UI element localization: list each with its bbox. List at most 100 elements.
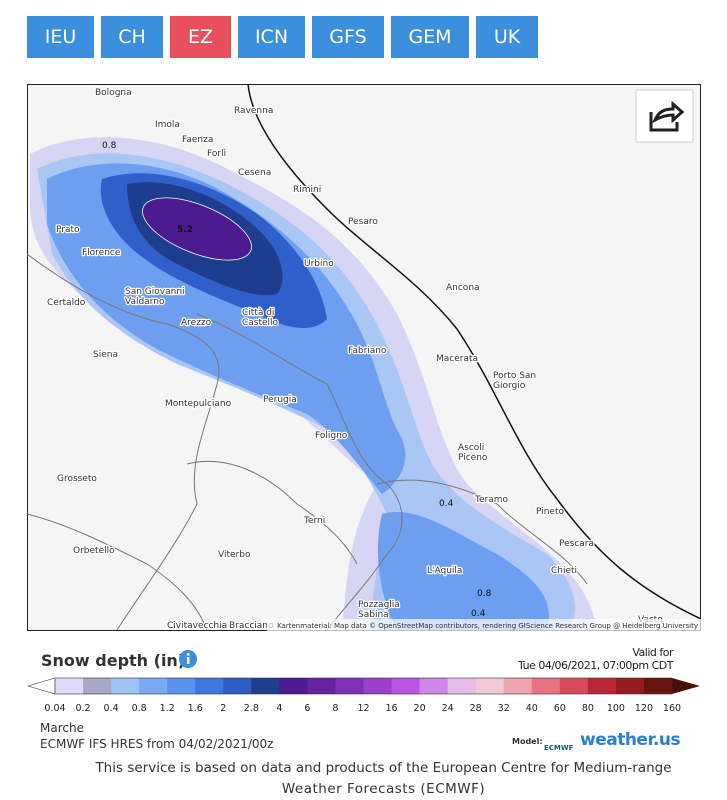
- contour-labels: 0.8 5.2 0.4 0.8 0.4: [102, 141, 492, 619]
- model-tab[interactable]: EZ: [170, 16, 231, 58]
- colorbar-tick-label: 1.2: [160, 703, 175, 714]
- model-tab[interactable]: ICN: [238, 16, 305, 58]
- city-label: Civitavecchia: [167, 621, 227, 631]
- colorbar-tick-label: 40: [526, 703, 538, 714]
- colorbar-segment: [55, 678, 84, 694]
- model-label: Model:: [512, 737, 543, 746]
- model-tab[interactable]: IEU: [27, 16, 94, 58]
- colorbar-segment: [391, 678, 421, 694]
- colorbar-tick-label: 20: [414, 703, 426, 714]
- ecmwf-logo: ECMWF: [544, 744, 574, 752]
- city-label: Certaldo: [47, 298, 86, 308]
- colorbar-tick-label: 28: [470, 703, 482, 714]
- city-label: Pineto: [536, 507, 565, 517]
- colorbar-tick-label: 100: [607, 703, 625, 714]
- city-label: Chieti: [551, 566, 577, 576]
- city-label: Viterbo: [218, 550, 251, 560]
- colorbar-tick-label: 0.8: [132, 703, 147, 714]
- valid-time: Tue 04/06/2021, 07:00pm CDT: [518, 659, 673, 672]
- footer-line: Weather Forecasts (ECMWF): [281, 781, 486, 797]
- contour-label: 0.4: [471, 609, 486, 619]
- attribution: Kartenmaterial: Map data © OpenStreetMap…: [277, 622, 698, 630]
- city-label: Castello: [242, 318, 279, 328]
- colorbar-tick-label: 12: [357, 703, 369, 714]
- colorbar-segment: [83, 678, 112, 694]
- city-label: Imola: [155, 120, 180, 130]
- colorbar-tick-label: 8: [332, 703, 338, 714]
- city-label: Siena: [93, 350, 118, 360]
- colorbar-segment: [643, 678, 673, 694]
- colorbar-tick-label: 32: [498, 703, 510, 714]
- city-label: Grosseto: [57, 474, 97, 484]
- colorbar-tick-label: 1.6: [188, 703, 203, 714]
- colorbar-segment: [223, 678, 252, 694]
- colorbar-segment: [363, 678, 393, 694]
- city-label: L'Aquila: [427, 566, 462, 576]
- city-label: Piceno: [458, 453, 488, 463]
- colorbar-segment: [447, 678, 477, 694]
- footer-line: This service is based on data and produc…: [95, 760, 672, 776]
- colorbar-tick-label: 120: [635, 703, 653, 714]
- city-label: San Giovanni: [125, 287, 185, 297]
- valid-for: Valid for: [632, 646, 673, 659]
- city-label: Faenza: [182, 135, 213, 145]
- city-label: Città di: [242, 308, 274, 318]
- colorbar-segment: [279, 678, 308, 694]
- city-label: Orbetello: [73, 546, 115, 556]
- colorbar-tick-label: 2.8: [244, 703, 259, 714]
- colorbar-arrow: [26, 677, 56, 695]
- city-label: Rimini: [293, 185, 321, 195]
- city-label: Urbino: [304, 259, 334, 269]
- city-label: Cesena: [238, 168, 271, 178]
- colorbar-tick-label: 2: [220, 703, 226, 714]
- city-label: Ascoli: [458, 443, 484, 453]
- share-button[interactable]: [635, 89, 694, 143]
- colorbar-tick-label: 0.2: [75, 703, 90, 714]
- colorbar-tick-label: 80: [582, 703, 594, 714]
- city-label: Sabina: [358, 610, 389, 620]
- colorbar-tick-label: 6: [304, 703, 310, 714]
- colorbar-segment: [531, 678, 561, 694]
- colorbar-segment: [559, 678, 589, 694]
- colorbar-segment: [139, 678, 168, 694]
- brand-logo: weather.us: [580, 730, 681, 750]
- colorbar-segment: [251, 678, 280, 694]
- borders: [27, 84, 701, 631]
- colorbar-frame: [54, 677, 673, 695]
- city-label: Montepulciano: [165, 399, 232, 409]
- colorbar-tick-label: 60: [554, 703, 566, 714]
- colorbar-segment: [503, 678, 533, 694]
- colorbar-arrow: [672, 678, 700, 694]
- model-tab[interactable]: UK: [476, 16, 538, 58]
- city-label: Arezzo: [181, 318, 212, 328]
- model-tab[interactable]: GEM: [391, 16, 469, 58]
- snow-field: [30, 137, 597, 630]
- city-label: Pozzaglia: [358, 600, 400, 610]
- city-label: Ravenna: [234, 106, 273, 116]
- city-label: Giorgio: [493, 381, 526, 391]
- model-tab[interactable]: CH: [101, 16, 163, 58]
- city-label: Pescara: [559, 539, 594, 549]
- city-label: Prato: [56, 225, 80, 235]
- colorbar-segment: [167, 678, 196, 694]
- city-label: Teramo: [474, 495, 508, 505]
- info-icon[interactable]: [178, 649, 198, 669]
- colorbar-segment: [307, 678, 336, 694]
- colorbar-segment: [419, 678, 449, 694]
- contour-label: 0.4: [439, 499, 454, 509]
- colorbar-segment: [475, 678, 505, 694]
- city-label: Ancona: [446, 283, 480, 293]
- contour-label: 0.8: [477, 589, 492, 599]
- colorbar-tick-label: 4: [276, 703, 282, 714]
- colorbar-tick-label: 24: [442, 703, 454, 714]
- colorbar-tick-label: 0.04: [44, 703, 65, 714]
- colorbar-tick-label: 160: [663, 703, 681, 714]
- contour-label: 5.2: [177, 225, 193, 235]
- colorbar: 0.04 0.2 0.4 0.8 1.2 1.6 2 2.8 4 6 8 12 16 20 24 28 32 40…: [26, 677, 700, 714]
- city-label: Porto San: [493, 371, 536, 381]
- model-tab[interactable]: GFS: [312, 16, 384, 58]
- city-label: Pesaro: [348, 217, 378, 227]
- legend-title: Snow depth (in): [41, 651, 186, 670]
